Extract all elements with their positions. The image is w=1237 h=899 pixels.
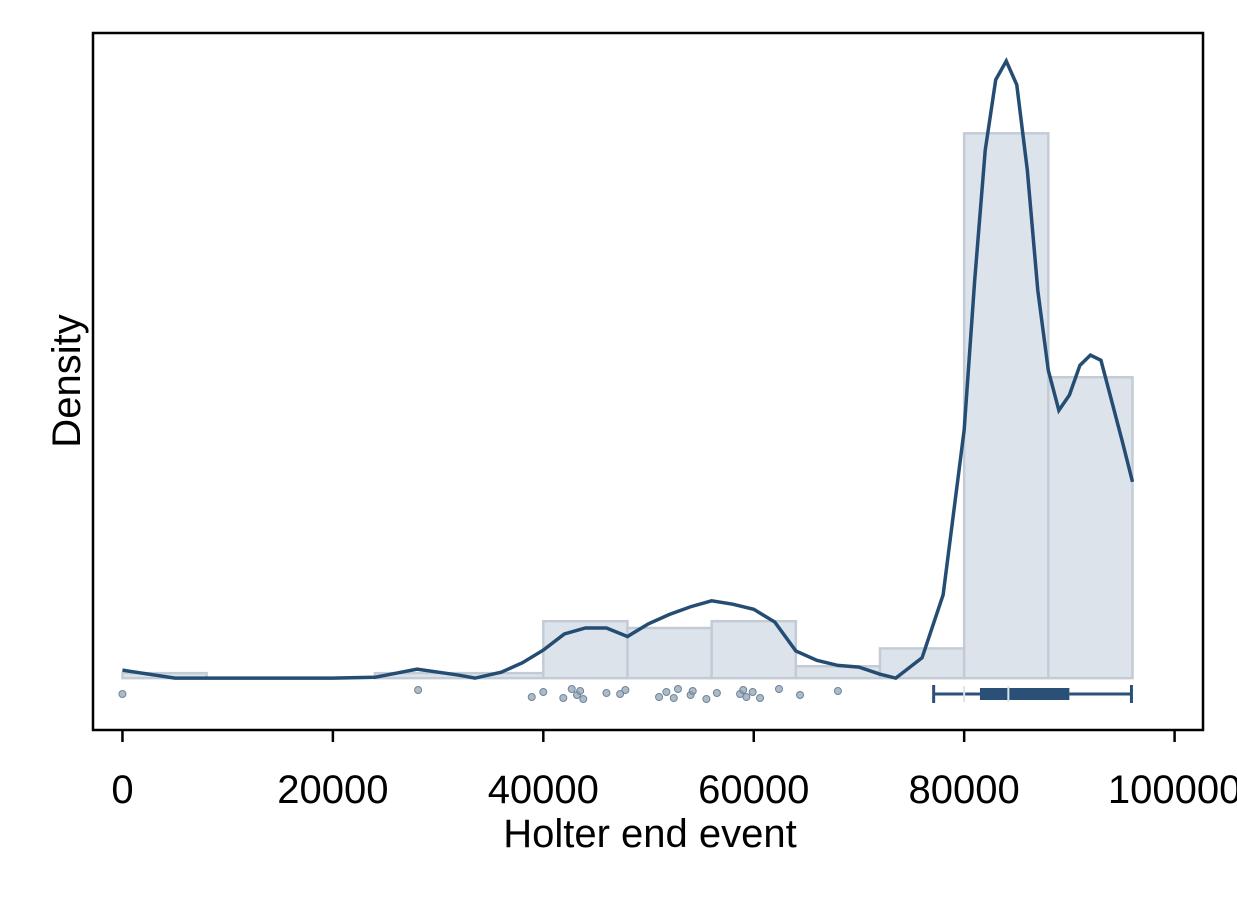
strip-point [796, 691, 805, 699]
strip-point [739, 686, 748, 694]
strip-point [774, 685, 783, 693]
strip-point [539, 688, 548, 696]
strip-point [621, 686, 630, 694]
strip-point [669, 694, 678, 702]
strip-point [118, 690, 127, 698]
x-tick-label: 40000 [488, 768, 599, 812]
y-axis-label: Density [45, 314, 89, 447]
strip-point [414, 686, 423, 694]
strip-point [576, 687, 585, 695]
histogram-bar [1047, 376, 1134, 680]
strip-point [602, 689, 611, 697]
plot-frame [91, 31, 1205, 732]
strip-point [702, 695, 711, 703]
histogram-bar [794, 665, 882, 680]
strip-point [662, 688, 671, 696]
strip-point [567, 685, 576, 693]
x-axis-label: Holter end event [503, 812, 797, 856]
kde-line [122, 57, 1135, 681]
x-tick-label: 20000 [277, 768, 388, 812]
x-tick-label: 0 [111, 768, 133, 812]
strip-point [756, 694, 765, 702]
x-tick-label: 100000 [1108, 768, 1237, 812]
strip-point [712, 689, 721, 697]
strip-point [833, 687, 842, 695]
x-tick-label: 60000 [698, 768, 809, 812]
strip-point [748, 688, 757, 696]
strip-point [688, 687, 697, 695]
strip-point [655, 693, 664, 701]
strip-point [673, 685, 682, 693]
strip-point [527, 693, 536, 701]
histogram-bar [962, 132, 1050, 680]
strip-point [742, 693, 751, 701]
strip-point [559, 694, 568, 702]
histogram-bar [710, 619, 798, 680]
strip-point [616, 690, 625, 698]
histogram-bar [626, 626, 713, 680]
x-tick-label: 80000 [909, 768, 1020, 812]
strip-point [579, 695, 588, 703]
box [979, 688, 1070, 700]
